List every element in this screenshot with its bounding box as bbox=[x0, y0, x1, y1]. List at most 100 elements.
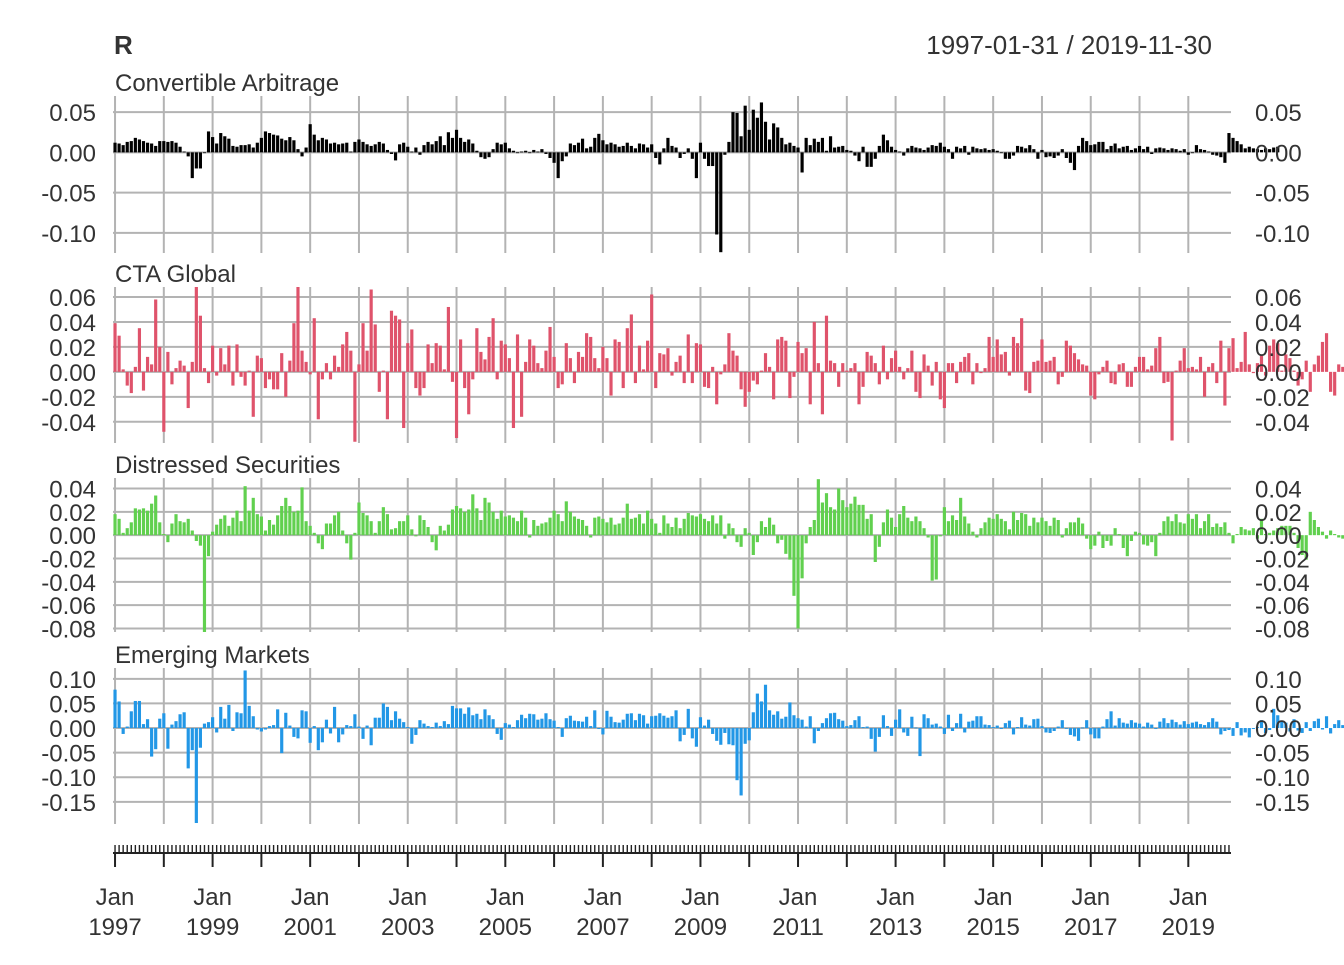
emerging-markets-bar bbox=[1105, 719, 1109, 729]
cta-global-bar bbox=[491, 318, 495, 372]
distressed-securities-bar bbox=[1036, 522, 1040, 536]
distressed-securities-bar bbox=[780, 535, 784, 540]
cta-global-bar bbox=[381, 370, 385, 372]
cta-global-bar bbox=[894, 350, 898, 372]
convertible-arbitrage-bar bbox=[601, 140, 605, 153]
cta-global-bar bbox=[1231, 338, 1235, 372]
cta-global-bar bbox=[1076, 359, 1081, 372]
emerging-markets-bar bbox=[1072, 728, 1077, 737]
distressed-securities-bar bbox=[1304, 535, 1308, 560]
distressed-securities-bar bbox=[991, 518, 995, 536]
emerging-markets-bar bbox=[804, 726, 808, 729]
convertible-arbitrage-bar bbox=[959, 148, 963, 153]
emerging-markets-bar bbox=[414, 728, 418, 735]
cta-global-bar bbox=[686, 334, 690, 372]
cta-global-bar bbox=[1186, 368, 1190, 372]
cta-global-bar bbox=[467, 371, 471, 415]
cta-global-bar bbox=[292, 323, 296, 372]
cta-global-bar bbox=[430, 363, 434, 372]
cta-global-bar bbox=[117, 335, 121, 372]
cta-global-bar bbox=[580, 356, 585, 372]
x-tick-label-year: 2003 bbox=[381, 914, 434, 941]
cta-global-bar bbox=[1292, 370, 1296, 372]
cta-global-bar bbox=[1129, 371, 1133, 387]
distressed-securities-bar bbox=[117, 518, 121, 536]
cta-global-bar bbox=[1133, 366, 1138, 372]
distressed-securities-bar bbox=[922, 528, 926, 536]
emerging-markets-bar bbox=[361, 728, 365, 739]
distressed-securities-bar bbox=[410, 529, 414, 536]
convertible-arbitrage-bar bbox=[1276, 146, 1280, 153]
emerging-markets-bar bbox=[125, 726, 129, 729]
distressed-securities-bar bbox=[1223, 522, 1227, 536]
emerging-markets-bar bbox=[983, 724, 987, 729]
convertible-arbitrage-bar bbox=[999, 152, 1003, 154]
distressed-securities-bar bbox=[324, 523, 329, 536]
cta-global-bar bbox=[702, 371, 707, 387]
emerging-markets-bar bbox=[873, 728, 877, 752]
convertible-arbitrage-ytick-left: 0.05 bbox=[49, 100, 96, 127]
emerging-markets-bar bbox=[300, 710, 304, 729]
convertible-arbitrage-bar bbox=[853, 152, 857, 156]
cta-global-bar bbox=[271, 371, 276, 390]
distressed-securities-bar bbox=[186, 518, 190, 536]
cta-global-bar bbox=[548, 326, 552, 372]
distressed-securities-bar bbox=[804, 535, 808, 544]
distressed-securities-bar bbox=[381, 507, 385, 536]
distressed-securities-bar bbox=[243, 486, 247, 536]
cta-global-bar bbox=[1117, 364, 1121, 372]
emerging-markets-bar bbox=[1125, 723, 1129, 729]
convertible-arbitrage-bar bbox=[1137, 145, 1142, 153]
cta-global-bar bbox=[885, 371, 890, 380]
emerging-markets-bar bbox=[743, 728, 747, 744]
emerging-markets-bar bbox=[1300, 728, 1304, 733]
emerging-markets-bar bbox=[1272, 708, 1276, 729]
cta-global-bar bbox=[223, 364, 227, 372]
convertible-arbitrage-bar bbox=[418, 152, 422, 155]
emerging-markets-bar bbox=[349, 726, 353, 729]
distressed-securities-bar bbox=[430, 535, 434, 543]
convertible-arbitrage-bar bbox=[373, 144, 377, 153]
cta-global-bar bbox=[1243, 331, 1247, 372]
emerging-markets-bar bbox=[767, 710, 772, 729]
convertible-arbitrage-bar bbox=[1227, 133, 1231, 153]
cta-global-bar bbox=[288, 360, 292, 372]
distressed-securities-bar bbox=[828, 507, 833, 536]
cta-global-bar bbox=[804, 348, 808, 372]
convertible-arbitrage-bar bbox=[682, 152, 686, 154]
x-tick-label-year: 2001 bbox=[283, 914, 336, 941]
emerging-markets-bar bbox=[1268, 728, 1272, 731]
cta-global-bar bbox=[999, 354, 1003, 372]
convertible-arbitrage-bar bbox=[918, 148, 922, 153]
distressed-securities-bar bbox=[544, 522, 548, 536]
emerging-markets-bar bbox=[231, 728, 235, 731]
emerging-markets-bar bbox=[1032, 719, 1036, 729]
distressed-securities-bar bbox=[332, 515, 337, 536]
convertible-arbitrage-bar bbox=[1190, 152, 1194, 154]
cta-global-ytick-right: 0.02 bbox=[1255, 335, 1302, 362]
cta-global-bar bbox=[398, 319, 402, 372]
distressed-securities-bar bbox=[1089, 535, 1093, 550]
distressed-securities-bar bbox=[166, 535, 170, 543]
cta-global-ytick-right: 0.04 bbox=[1255, 310, 1302, 337]
distressed-securities-bar bbox=[528, 535, 532, 538]
x-tick-label-month: Jan bbox=[388, 884, 427, 911]
emerging-markets-bar bbox=[353, 714, 357, 729]
distressed-securities-ytick-right: -0.06 bbox=[1255, 593, 1310, 620]
distressed-securities-ytick-left: -0.04 bbox=[41, 570, 96, 597]
distressed-securities-bar bbox=[873, 535, 877, 562]
convertible-arbitrage-bar bbox=[755, 117, 759, 153]
convertible-arbitrage-bar bbox=[1150, 152, 1154, 154]
convertible-arbitrage-bar bbox=[389, 152, 394, 154]
convertible-arbitrage-bar bbox=[145, 142, 150, 153]
convertible-arbitrage-bar bbox=[780, 137, 784, 153]
emerging-markets-bar bbox=[1015, 727, 1020, 729]
cta-global-bar bbox=[353, 371, 357, 442]
convertible-arbitrage-bar bbox=[995, 150, 999, 153]
distressed-securities-bar bbox=[1068, 522, 1072, 536]
convertible-arbitrage-bar bbox=[727, 141, 731, 153]
distressed-securities-bar bbox=[1329, 530, 1333, 536]
cta-global-bar bbox=[987, 336, 991, 372]
convertible-arbitrage-bar bbox=[430, 144, 434, 153]
convertible-arbitrage-bar bbox=[349, 151, 353, 153]
